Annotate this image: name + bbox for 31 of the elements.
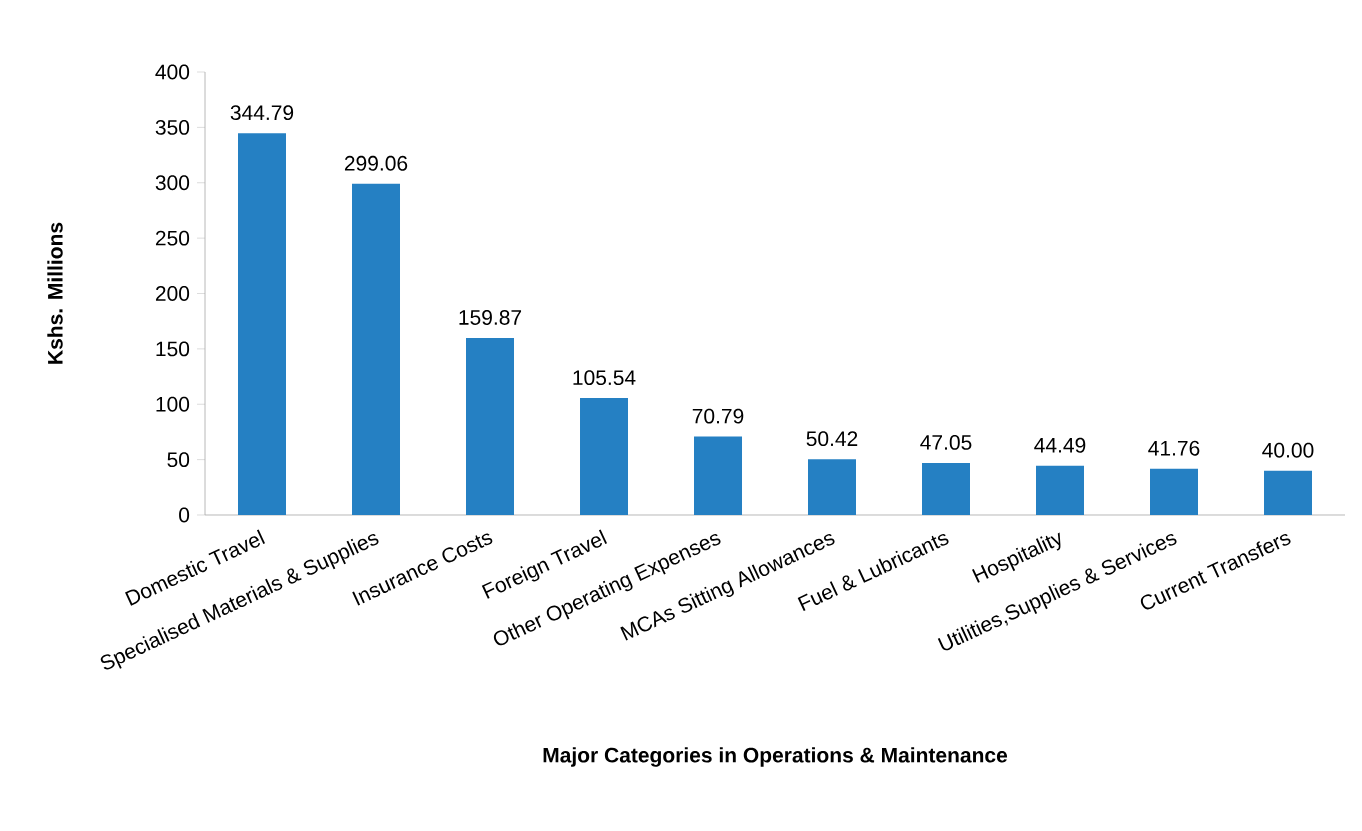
- data-label: 70.79: [692, 408, 744, 424]
- y-tick-label: 200: [155, 286, 190, 301]
- data-label: 40.00: [1262, 442, 1314, 458]
- y-axis-title: Kshs. Millions: [47, 222, 63, 364]
- data-label: 47.05: [920, 434, 972, 450]
- y-tick-label: 100: [156, 396, 190, 412]
- bar: [238, 133, 286, 515]
- y-tick-label: 300: [155, 175, 190, 191]
- data-label: 159.87: [459, 310, 522, 325]
- data-label: 50.42: [806, 431, 858, 447]
- data-label: 344.79: [230, 105, 294, 121]
- bar: [1264, 470, 1313, 515]
- bar: [1150, 468, 1199, 515]
- bar: [352, 183, 400, 515]
- data-label: 299.06: [344, 155, 408, 171]
- data-label: 41.76: [1148, 440, 1200, 456]
- y-tick-label: 150: [156, 341, 190, 357]
- bar: [694, 436, 743, 515]
- data-label: 105.54: [573, 370, 636, 386]
- bar: [922, 462, 970, 515]
- bar: [466, 337, 515, 515]
- x-axis-title: Major Categories in Operations & Maintenance: [543, 747, 1008, 767]
- data-label: 44.49: [1034, 437, 1086, 453]
- y-tick-label: 50: [167, 452, 190, 468]
- bar: [1036, 465, 1084, 515]
- y-tick-label: 250: [155, 230, 190, 246]
- bar: [580, 398, 629, 515]
- y-tick-label: 350: [155, 119, 190, 135]
- y-tick-label: 0: [179, 507, 190, 523]
- bar: [808, 459, 856, 515]
- y-tick-label: 400: [155, 64, 190, 80]
